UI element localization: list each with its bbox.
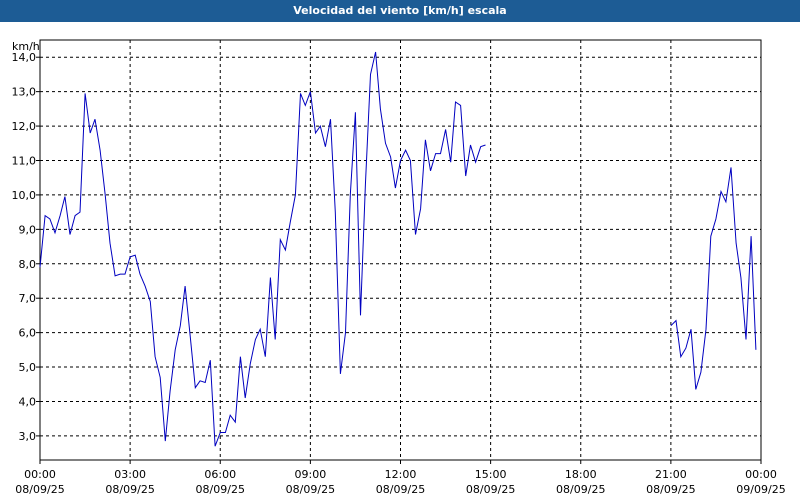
wind-speed-series-line: [670, 167, 757, 390]
y-tick-label: 13,0: [12, 86, 37, 99]
x-tick-date-label: 08/09/25: [556, 483, 605, 496]
x-tick-date-label: 08/09/25: [196, 483, 245, 496]
x-tick-time-label: 18:00: [565, 468, 597, 481]
y-tick-label: 14,0: [12, 51, 37, 64]
chart-title: Velocidad del viento [km/h] escala: [0, 0, 800, 22]
x-tick-date-label: 09/09/25: [736, 483, 785, 496]
x-tick-time-label: 12:00: [385, 468, 417, 481]
y-tick-label: 10,0: [12, 189, 37, 202]
series-group: [39, 51, 757, 447]
x-tick-date-label: 08/09/25: [376, 483, 425, 496]
y-tick-label: 11,0: [12, 154, 37, 167]
wind-speed-chart: 3,0 4,0 5,0 6,0 7,0 8,0 9,0 10,0 11,0 12,0 13,0 14,…: [12, 39, 786, 496]
x-axis: 00:00 08/09/25 03:00 08/09/25 06:00 08/09/25 0…: [15, 460, 786, 496]
x-tick-time-label: 06:00: [204, 468, 236, 481]
y-tick-label: 4,0: [19, 395, 37, 408]
y-tick-label: 8,0: [19, 258, 37, 271]
x-tick-date-label: 08/09/25: [15, 483, 64, 496]
y-tick-label: 6,0: [19, 327, 37, 340]
y-tick-label: 5,0: [19, 361, 37, 374]
x-tick-date-label: 08/09/25: [646, 483, 695, 496]
x-tick-time-label: 09:00: [295, 468, 327, 481]
wind-speed-series-line: [39, 51, 486, 447]
x-tick-time-label: 21:00: [655, 468, 687, 481]
y-tick-label: 3,0: [19, 430, 37, 443]
y-tick-label: 12,0: [12, 120, 37, 133]
y-axis-unit-label: km/h: [12, 40, 40, 53]
y-axis: 3,0 4,0 5,0 6,0 7,0 8,0 9,0 10,0 11,0 12,0 13,0 14,…: [12, 51, 40, 443]
x-tick-date-label: 08/09/25: [466, 483, 515, 496]
x-tick-time-label: 15:00: [475, 468, 507, 481]
x-tick-time-label: 00:00: [24, 468, 56, 481]
x-tick-date-label: 08/09/25: [286, 483, 335, 496]
y-tick-label: 7,0: [19, 292, 37, 305]
x-tick-time-label: 03:00: [114, 468, 146, 481]
x-tick-time-label: 00:00: [745, 468, 777, 481]
x-tick-date-label: 08/09/25: [105, 483, 154, 496]
y-tick-label: 9,0: [19, 223, 37, 236]
